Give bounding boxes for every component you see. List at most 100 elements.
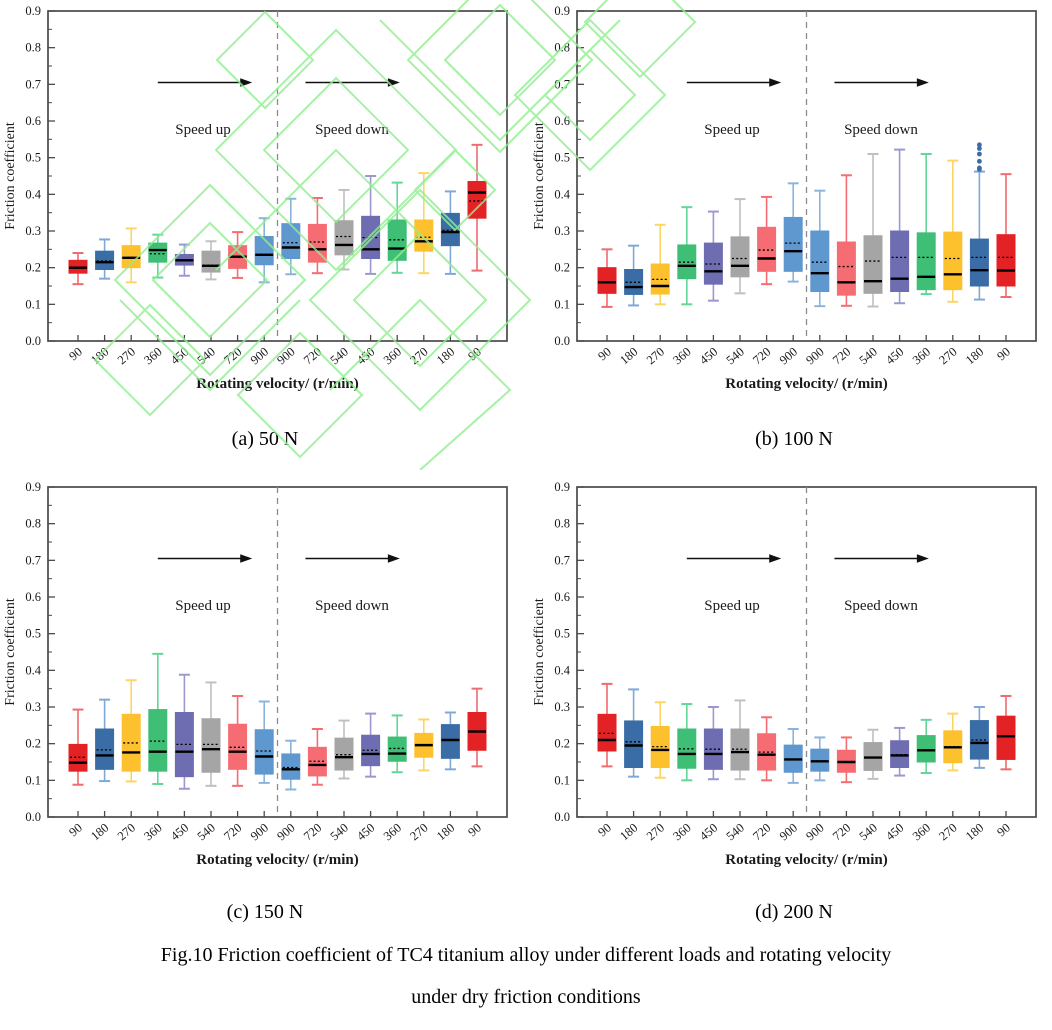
y-tick-label: 0.3	[25, 700, 41, 714]
box-group	[810, 736, 830, 782]
x-tick-label: 900	[803, 821, 826, 844]
box-group	[387, 714, 407, 774]
box-group	[174, 243, 194, 277]
x-tick-label: 90	[595, 345, 614, 364]
box-group	[68, 252, 88, 286]
box-group	[677, 206, 697, 306]
box-group	[730, 699, 750, 781]
x-tick-label: 360	[670, 821, 693, 844]
y-tick-label: 0.2	[25, 737, 41, 751]
y-tick-label: 0.7	[25, 77, 41, 91]
x-tick-label: 720	[301, 821, 324, 844]
x-tick-label: 900	[248, 345, 271, 368]
box-group	[943, 712, 963, 772]
x-tick-label: 270	[644, 345, 667, 368]
box-group	[174, 673, 194, 790]
subcaption-a: (a) 50 N	[231, 428, 299, 450]
subcaption-c: (c) 150 N	[226, 901, 304, 923]
y-tick-label: 0.2	[554, 737, 570, 751]
y-tick-label: 0.9	[554, 4, 570, 18]
y-tick-label: 0.8	[25, 41, 41, 55]
box-group	[228, 231, 248, 279]
box-group	[969, 706, 989, 769]
x-tick-label: 900	[777, 821, 800, 844]
x-tick-label: 270	[407, 821, 430, 844]
x-tick-label: 180	[434, 821, 457, 844]
x-axis-title: Rotating velocity/ (r/min)	[725, 376, 887, 392]
speed-down-annotation: Speed down	[305, 554, 400, 614]
box-group	[95, 238, 115, 280]
axes: 0.00.10.20.30.40.50.60.70.80.990 180 270 36…	[25, 480, 508, 844]
subcaption-d: (d) 200 N	[755, 901, 833, 923]
x-tick-label: 900	[803, 345, 826, 368]
y-axis-title: Friction coefficient	[532, 122, 547, 230]
box-group	[783, 728, 803, 784]
x-tick-label: 900	[777, 345, 800, 368]
panel-a: 0.0 0.1 0.2 0.3 0.4 0.5 0.6 0.7 0.8 0.9 90 180 270 36…	[0, 0, 530, 400]
x-tick-label: 90	[66, 345, 85, 364]
x-tick-label: 450	[883, 821, 906, 844]
speed-down-annotation: Speed down	[305, 78, 400, 138]
y-axis-title: Friction coefficient	[3, 122, 18, 230]
panel-c: 0.0 0.1 0.2 0.3 0.4 0.5 0.6 0.7 0.8 0.9 90 180 270 36…	[0, 476, 530, 876]
box-group	[757, 195, 777, 286]
box-group	[254, 217, 274, 284]
y-tick-label: 0.6	[554, 114, 570, 128]
x-tick-label: 90	[465, 821, 484, 840]
box-group	[969, 170, 989, 301]
y-axis-title: Friction coefficient	[3, 598, 18, 706]
box-group	[757, 716, 777, 782]
panel-b: 0.0 0.1 0.2 0.3 0.4 0.5 0.6 0.7 0.8 0.9 90 180 270 36…	[529, 0, 1052, 400]
x-tick-label: 720	[830, 821, 853, 844]
x-axis-title: Rotating velocity/ (r/min)	[725, 852, 887, 868]
x-tick-label: 540	[195, 345, 218, 368]
box-group	[916, 153, 936, 296]
x-tick-label: 450	[168, 345, 191, 368]
x-tick-label: 540	[857, 345, 880, 368]
box-group	[890, 148, 910, 305]
x-tick-label: 540	[724, 821, 747, 844]
box-group	[361, 175, 381, 275]
box-group	[597, 248, 617, 308]
x-tick-label: 540	[857, 821, 880, 844]
box-plot-panel-d: 0.00.10.20.30.40.50.60.70.80.990 180 270 36…	[532, 480, 1037, 868]
box-group	[703, 210, 723, 302]
x-tick-label: 270	[115, 345, 138, 368]
box-plot-panel-b: 0.00.10.20.30.40.50.60.70.80.990 180 270 36…	[532, 4, 1037, 392]
box-group	[387, 181, 407, 274]
y-tick-label: 0.0	[554, 810, 570, 824]
box-group	[281, 739, 301, 791]
x-tick-label: 90	[994, 821, 1013, 840]
box-group	[95, 698, 115, 783]
x-axis-title: Rotating velocity/ (r/min)	[196, 852, 358, 868]
x-tick-label: 360	[381, 821, 404, 844]
y-tick-label: 0.5	[554, 151, 570, 165]
box-group	[810, 189, 830, 308]
y-tick-label: 0.8	[554, 517, 570, 531]
x-tick-label: 270	[936, 345, 959, 368]
y-tick-label: 0.7	[554, 77, 570, 91]
y-tick-label: 0.9	[554, 480, 570, 494]
y-tick-label: 0.6	[25, 114, 41, 128]
box-group	[624, 244, 644, 307]
y-tick-label: 0.8	[554, 41, 570, 55]
box-group	[916, 718, 936, 774]
box-group	[943, 159, 963, 303]
box-group	[783, 182, 803, 283]
x-tick-label: 270	[936, 821, 959, 844]
box-group	[836, 736, 856, 784]
box-group	[307, 197, 327, 275]
x-tick-label: 360	[910, 345, 933, 368]
x-tick-label: 360	[141, 821, 164, 844]
box-group	[996, 695, 1016, 771]
x-tick-label: 540	[195, 821, 218, 844]
box-group	[597, 682, 617, 768]
y-tick-label: 0.5	[25, 151, 41, 165]
x-tick-label: 90	[595, 821, 614, 840]
box-group	[440, 711, 460, 771]
x-tick-label: 720	[750, 821, 773, 844]
y-tick-label: 0.4	[554, 187, 570, 201]
x-tick-label: 270	[644, 821, 667, 844]
y-tick-label: 0.5	[25, 627, 41, 641]
